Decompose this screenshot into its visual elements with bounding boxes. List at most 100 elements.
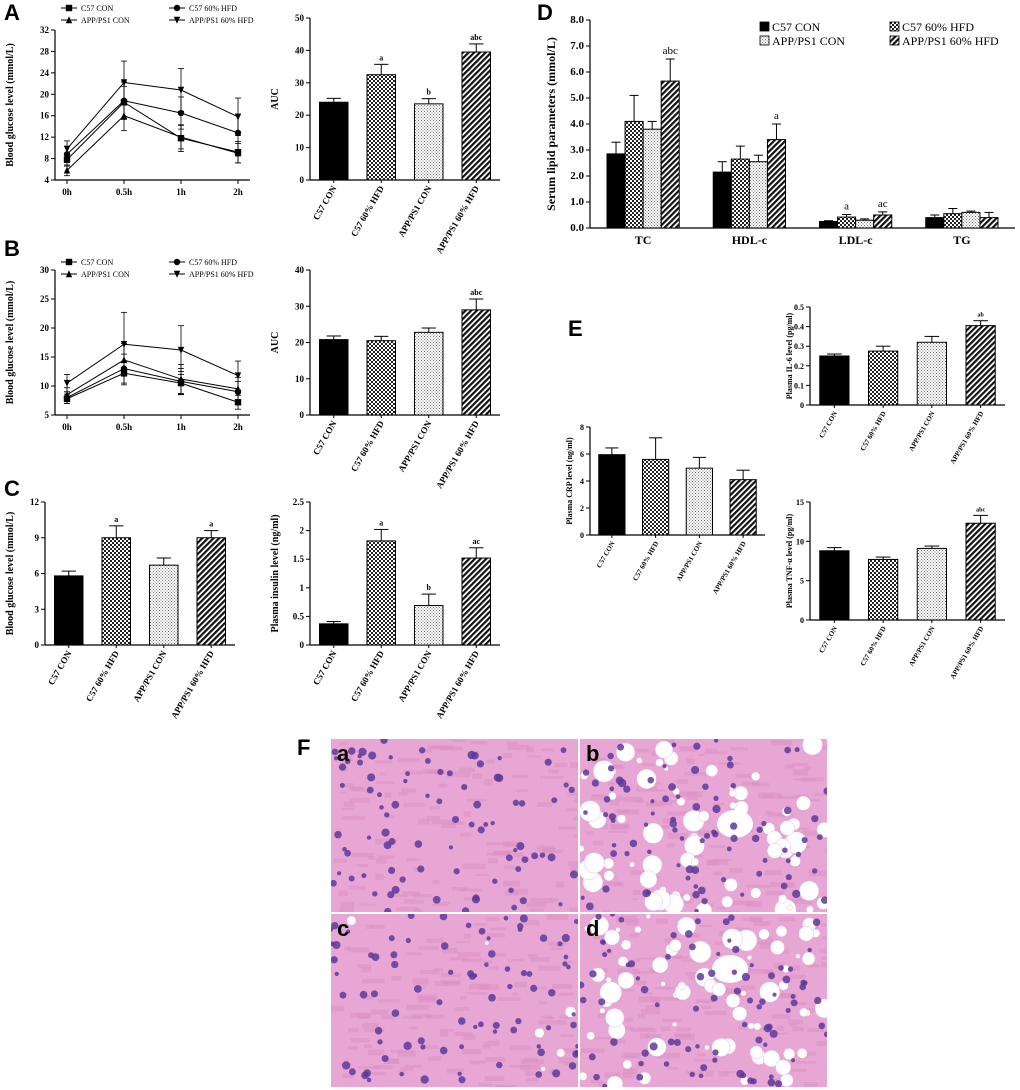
cytoplasm-strand	[622, 1026, 633, 1030]
nucleus	[505, 854, 513, 862]
nucleus	[684, 930, 693, 938]
cytoplasm-strand	[642, 763, 656, 767]
nucleus	[348, 1068, 356, 1076]
lipid-vacuole	[655, 740, 673, 759]
cytoplasm-strand	[377, 855, 395, 859]
cytoplasm-strand	[712, 871, 723, 876]
x-tick-label: APP/PS1 CON	[675, 540, 704, 583]
data-point	[173, 4, 181, 12]
cytoplasm-strand	[590, 1080, 604, 1084]
nucleus	[573, 919, 578, 924]
nucleus	[650, 799, 655, 804]
y-tick-label: 30	[295, 78, 305, 88]
cytoplasm-strand	[384, 792, 392, 798]
bar	[855, 219, 875, 229]
cytoplasm-strand	[617, 1039, 626, 1044]
cytoplasm-strand	[792, 769, 809, 776]
cytoplasm-strand	[387, 814, 394, 819]
nucleus	[685, 875, 691, 881]
nucleus	[668, 783, 676, 791]
cytoplasm-strand	[484, 1075, 505, 1082]
nucleus	[716, 951, 721, 957]
lipid-vacuole	[801, 951, 816, 966]
cytoplasm-strand	[373, 1065, 393, 1070]
lipid-vacuole	[796, 795, 811, 811]
nucleus	[812, 918, 821, 927]
significance-label: ab	[977, 313, 984, 319]
cytoplasm-strand	[616, 809, 640, 815]
y-tick-label: 24	[40, 68, 50, 78]
nucleus	[368, 751, 377, 760]
bar	[366, 74, 396, 181]
cytoplasm-strand	[362, 978, 385, 984]
lipid-vacuole	[677, 981, 686, 990]
cytoplasm-strand	[803, 766, 812, 771]
lipid-vacuole	[616, 814, 627, 824]
nucleus	[439, 914, 448, 921]
nucleus	[713, 795, 719, 802]
cytoplasm-strand	[765, 890, 784, 896]
cytoplasm-strand	[470, 741, 488, 745]
x-tick-label: C57 CON	[311, 649, 339, 687]
bar	[748, 161, 768, 229]
nucleus	[513, 848, 518, 853]
cytoplasm-strand	[563, 960, 573, 964]
nucleus	[476, 760, 485, 768]
cytoplasm-strand	[344, 946, 351, 951]
x-tick-label: APP/PS1 60% HFD	[949, 625, 986, 681]
series-line	[66, 368, 239, 399]
cytoplasm-strand	[650, 800, 672, 806]
chart-e-crp: 0 2 4 6 8 Plasma CRP level (ng/ml) C57 CON C57 …	[565, 423, 765, 596]
histology-image-b: b	[580, 739, 827, 912]
y-tick-label: 30	[295, 301, 305, 311]
nucleus	[535, 1071, 543, 1078]
nucleus	[767, 1078, 776, 1087]
bar	[925, 217, 945, 229]
x-tick-label: 1h	[176, 187, 186, 197]
nucleus	[692, 890, 700, 899]
cytoplasm-strand	[404, 899, 425, 904]
cytoplasm-strand	[622, 1072, 635, 1079]
cytoplasm-strand	[675, 1034, 695, 1040]
cytoplasm-strand	[777, 795, 794, 799]
cytoplasm-strand	[492, 953, 507, 957]
cytoplasm-strand	[639, 996, 660, 1003]
y-tick-label: 10	[295, 374, 305, 384]
cytoplasm-strand	[463, 897, 475, 901]
cytoplasm-strand	[708, 845, 727, 848]
lipid-vacuole	[606, 1075, 624, 1087]
nucleus	[370, 990, 378, 998]
cytoplasm-strand	[484, 1040, 500, 1046]
x-tick-label: APP/PS1 CON	[907, 410, 936, 453]
nucleus	[794, 747, 800, 753]
cytoplasm-strand	[592, 840, 604, 846]
cytoplasm-strand	[656, 789, 666, 792]
nucleus	[768, 1074, 774, 1080]
nucleus	[472, 894, 480, 902]
lipid-vacuole	[766, 843, 783, 859]
cytoplasm-strand	[751, 941, 772, 945]
cytoplasm-strand	[622, 796, 643, 803]
nucleus	[420, 1075, 429, 1084]
nucleus	[492, 878, 498, 884]
nucleus	[473, 800, 482, 809]
cytoplasm-strand	[635, 786, 657, 792]
cytoplasm-strand	[428, 1056, 441, 1061]
nucleus	[332, 941, 341, 950]
nucleus	[610, 1038, 618, 1046]
nucleus	[774, 1080, 783, 1087]
cytoplasm-strand	[507, 958, 524, 962]
cytoplasm-strand	[591, 794, 606, 800]
cytoplasm-strand	[784, 764, 795, 769]
cytoplasm-strand	[758, 792, 783, 799]
nucleus	[453, 868, 460, 875]
cytoplasm-strand	[701, 1005, 711, 1009]
nucleus	[517, 927, 523, 932]
cytoplasm-strand	[375, 874, 384, 880]
nucleus	[512, 799, 519, 806]
nucleus	[696, 972, 705, 981]
data-point	[65, 270, 73, 278]
significance-label: a	[844, 200, 849, 212]
cytoplasm-strand	[550, 947, 563, 951]
cytoplasm-strand	[626, 920, 639, 926]
